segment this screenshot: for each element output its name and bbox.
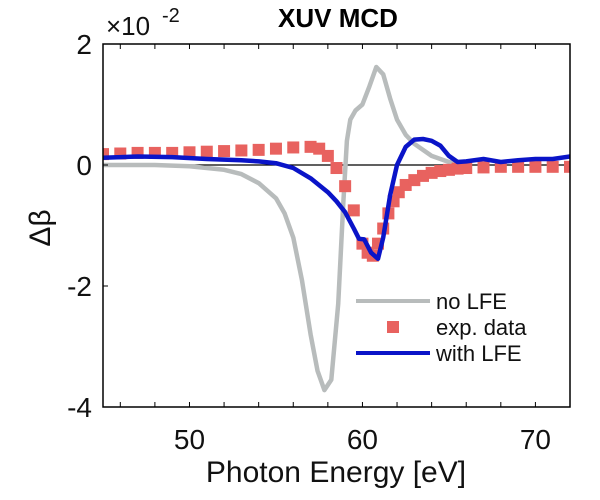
y-tick-label: 0 — [76, 150, 92, 181]
data-point — [200, 145, 213, 158]
data-point — [512, 160, 525, 173]
data-point — [477, 161, 490, 174]
plot-frame — [102, 43, 571, 408]
x-tick-label: 50 — [174, 424, 205, 455]
data-point — [269, 142, 282, 155]
data-point — [218, 145, 231, 158]
data-point — [546, 160, 559, 173]
series-line-with-lfe — [103, 136, 570, 262]
data-point — [183, 146, 196, 159]
data-point — [103, 148, 109, 161]
data-point — [287, 141, 300, 154]
legend-label: no LFE — [436, 289, 507, 314]
tick-labels: 50 60 70 -4 -2 0 2 — [67, 29, 551, 455]
y-tick-label: -2 — [67, 271, 92, 302]
y-exponent-label: ×10 — [106, 11, 150, 41]
data-point — [529, 160, 542, 173]
legend-label: exp. data — [436, 315, 527, 340]
axes — [102, 43, 571, 408]
data-point — [252, 143, 265, 156]
y-exponent-power: -2 — [162, 5, 180, 27]
y-exponent: ×10 -2 — [106, 5, 180, 41]
y-tick-label: -4 — [67, 392, 92, 423]
x-tick-label: 60 — [347, 424, 378, 455]
y-axis-label: Δβ — [24, 209, 57, 246]
data-point — [321, 149, 334, 162]
plot-area — [103, 64, 570, 393]
data-point — [339, 180, 352, 193]
chart-title: XUV MCD — [278, 3, 398, 33]
legend-label: with LFE — [435, 341, 522, 366]
data-point — [330, 162, 343, 175]
x-tick-label: 70 — [520, 424, 551, 455]
data-point — [347, 204, 360, 217]
y-tick-label: 2 — [76, 29, 92, 60]
data-point — [235, 144, 248, 157]
legend-swatch-marker — [387, 321, 399, 333]
x-axis-label: Photon Energy [eV] — [206, 456, 466, 489]
data-point — [564, 160, 570, 173]
data-point — [460, 162, 473, 175]
series-line-no-lfe — [103, 64, 469, 393]
